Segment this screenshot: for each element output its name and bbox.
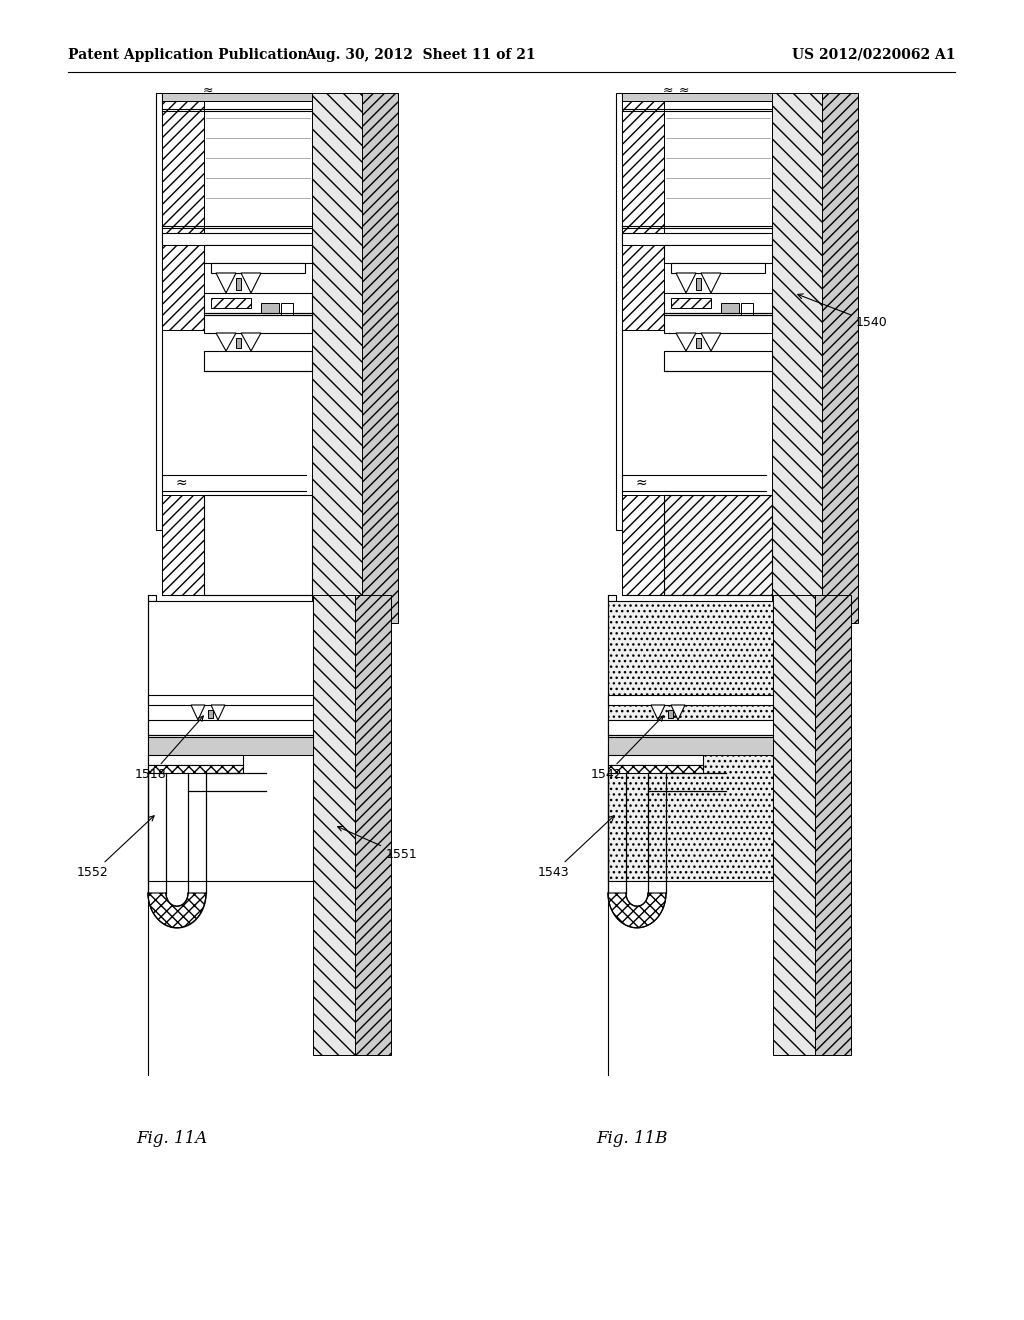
Polygon shape — [148, 894, 206, 928]
Text: 1542: 1542 — [590, 715, 664, 781]
Bar — [162, 102, 204, 110]
Text: Fig. 11B: Fig. 11B — [596, 1130, 668, 1147]
Text: 1518: 1518 — [135, 715, 204, 781]
Bar — [622, 102, 664, 110]
Bar — [696, 279, 701, 290]
Bar — [261, 304, 279, 313]
Polygon shape — [671, 705, 685, 719]
Bar — [608, 595, 616, 601]
Polygon shape — [241, 273, 261, 293]
Bar — [622, 495, 664, 595]
Text: ≈: ≈ — [679, 83, 689, 96]
Bar — [664, 293, 772, 313]
Bar — [664, 102, 772, 110]
Bar — [362, 92, 398, 623]
Bar — [148, 737, 313, 755]
Text: ≈: ≈ — [663, 83, 673, 96]
Bar — [741, 304, 753, 317]
Bar — [664, 92, 772, 234]
Bar — [608, 755, 703, 766]
Bar — [608, 766, 703, 774]
Bar — [162, 111, 204, 226]
Bar — [204, 246, 312, 263]
Bar — [815, 595, 851, 1055]
Bar — [312, 92, 362, 623]
Bar — [664, 111, 772, 226]
Bar — [162, 234, 312, 246]
Text: 1552: 1552 — [77, 816, 154, 879]
Bar — [664, 495, 772, 595]
Bar — [608, 696, 773, 705]
Polygon shape — [676, 273, 696, 293]
Bar — [616, 92, 622, 531]
Bar — [211, 263, 305, 273]
Text: ≈: ≈ — [635, 477, 647, 490]
Polygon shape — [191, 705, 205, 719]
Bar — [162, 92, 312, 102]
Bar — [608, 601, 773, 880]
Bar — [622, 92, 772, 102]
Bar — [355, 595, 391, 1055]
Bar — [204, 315, 312, 333]
Bar — [822, 92, 858, 623]
Bar — [204, 495, 312, 595]
Bar — [622, 111, 664, 226]
Bar — [664, 351, 772, 371]
Bar — [772, 92, 822, 623]
Bar — [622, 234, 772, 246]
Bar — [148, 719, 313, 735]
Bar — [162, 495, 204, 595]
Bar — [204, 293, 312, 313]
Polygon shape — [701, 273, 721, 293]
Bar — [608, 719, 773, 735]
Bar — [671, 263, 765, 273]
Bar — [696, 338, 701, 348]
Polygon shape — [241, 333, 261, 351]
Text: ≈: ≈ — [175, 477, 186, 490]
Bar — [156, 92, 162, 531]
Bar — [208, 710, 213, 718]
Text: Patent Application Publication: Patent Application Publication — [68, 48, 307, 62]
Text: Fig. 11A: Fig. 11A — [136, 1130, 207, 1147]
Bar — [721, 304, 739, 313]
Bar — [204, 102, 312, 110]
Bar — [148, 595, 156, 601]
Bar — [162, 246, 204, 330]
Text: 1543: 1543 — [538, 816, 614, 879]
Polygon shape — [701, 333, 721, 351]
Bar — [622, 246, 664, 330]
Text: Aug. 30, 2012  Sheet 11 of 21: Aug. 30, 2012 Sheet 11 of 21 — [305, 48, 536, 62]
Bar — [668, 710, 673, 718]
Text: 1551: 1551 — [338, 826, 418, 862]
Bar — [671, 298, 711, 308]
Bar — [204, 351, 312, 371]
Bar — [148, 766, 243, 774]
Bar — [211, 298, 251, 308]
Bar — [148, 601, 313, 880]
Bar — [204, 92, 312, 234]
Bar — [236, 338, 241, 348]
Polygon shape — [676, 333, 696, 351]
Bar — [313, 595, 355, 1055]
Bar — [608, 737, 773, 755]
Bar — [281, 304, 293, 317]
Polygon shape — [651, 705, 665, 719]
Polygon shape — [608, 894, 666, 928]
Polygon shape — [216, 273, 236, 293]
Text: 1540: 1540 — [798, 294, 888, 330]
Bar — [148, 755, 243, 766]
Bar — [162, 92, 204, 234]
Bar — [622, 92, 664, 234]
Polygon shape — [211, 705, 225, 719]
Polygon shape — [216, 333, 236, 351]
Bar — [236, 279, 241, 290]
Text: US 2012/0220062 A1: US 2012/0220062 A1 — [792, 48, 955, 62]
Text: ≈: ≈ — [203, 83, 213, 96]
Bar — [664, 315, 772, 333]
Bar — [773, 595, 815, 1055]
Bar — [664, 246, 772, 263]
Bar — [148, 696, 313, 705]
Bar — [204, 111, 312, 226]
